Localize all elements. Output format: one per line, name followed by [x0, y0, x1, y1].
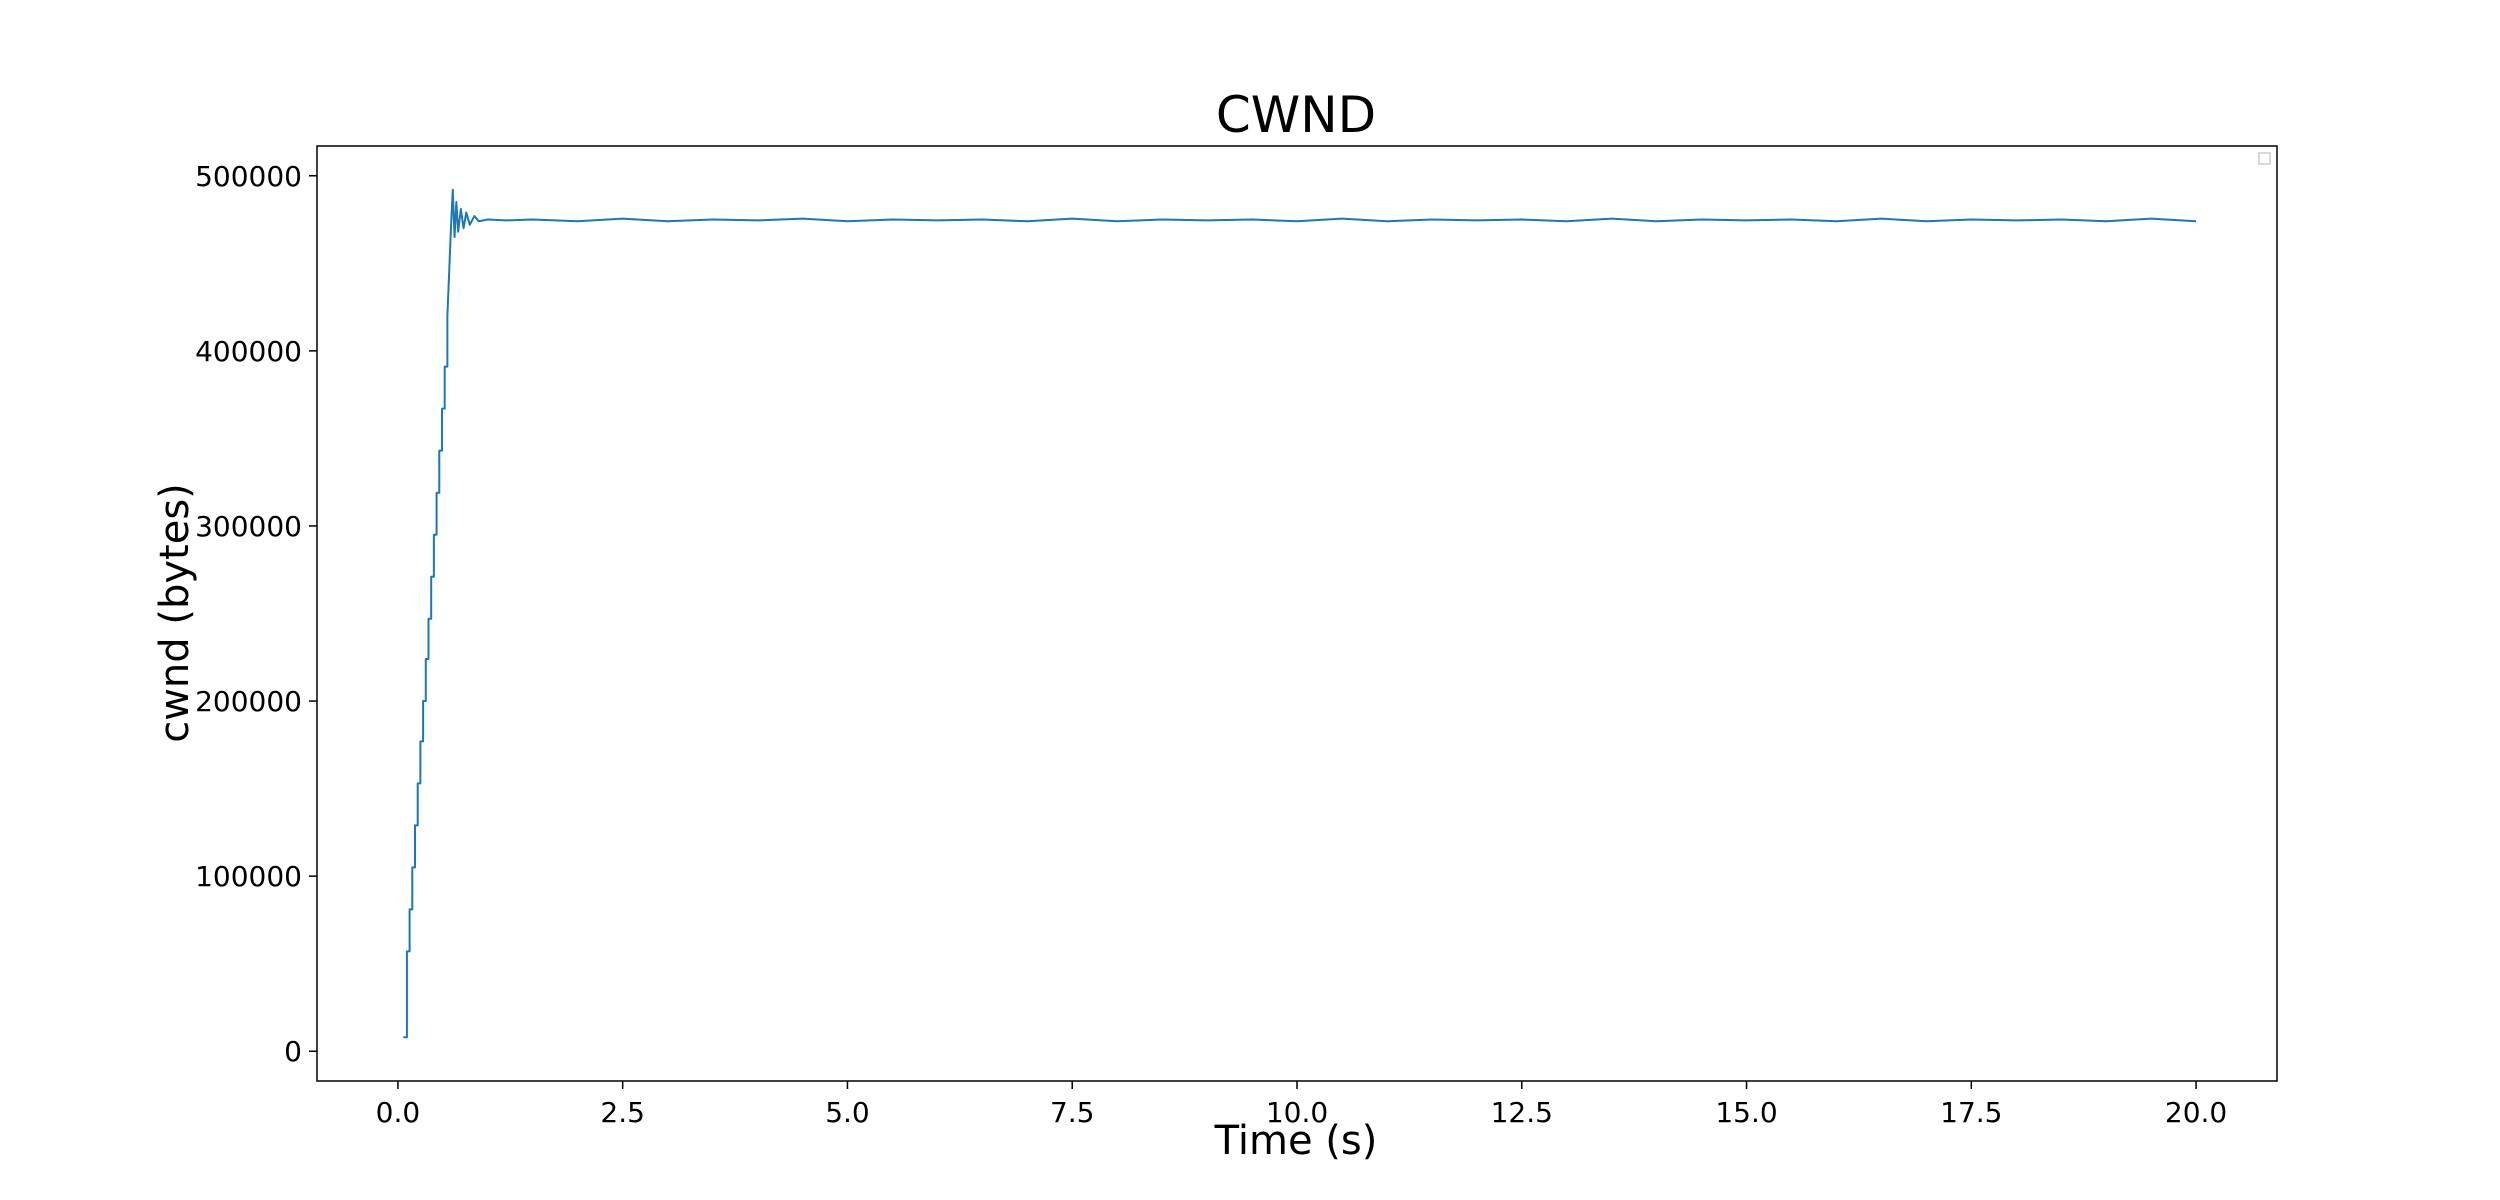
x-tick-label: 0.0: [376, 1096, 421, 1129]
y-tick-label: 0: [284, 1035, 302, 1068]
y-tick-label: 400000: [195, 335, 302, 368]
x-axis-ticks: 0.0 2.5 5.0 7.5 10.0 12.5 15.0 17.5 20.0: [376, 1081, 2227, 1129]
legend-box: [2258, 152, 2271, 165]
y-tick-label: 300000: [195, 510, 302, 543]
x-axis-label: Time (s): [1214, 1118, 1378, 1164]
x-tick-label: 17.5: [1940, 1096, 2002, 1129]
x-tick-label: 2.5: [600, 1096, 645, 1129]
chart-title: CWND: [1216, 86, 1376, 144]
x-tick-label: 10.0: [1266, 1096, 1328, 1129]
y-tick-label: 500000: [195, 160, 302, 193]
y-axis-label: cwnd (bytes): [152, 483, 198, 743]
cwnd-series-line: [403, 188, 2197, 1039]
x-tick-label: 15.0: [1715, 1096, 1777, 1129]
x-tick-label: 7.5: [1050, 1096, 1095, 1129]
x-tick-label: 12.5: [1491, 1096, 1553, 1129]
y-axis-ticks: 0 100000 200000 300000 400000 500000: [195, 160, 317, 1068]
y-tick-label: 100000: [195, 860, 302, 893]
x-tick-label: 5.0: [825, 1096, 870, 1129]
plot-frame: [316, 145, 2278, 1082]
x-tick-label: 20.0: [2165, 1096, 2227, 1129]
y-tick-label: 200000: [195, 685, 302, 718]
